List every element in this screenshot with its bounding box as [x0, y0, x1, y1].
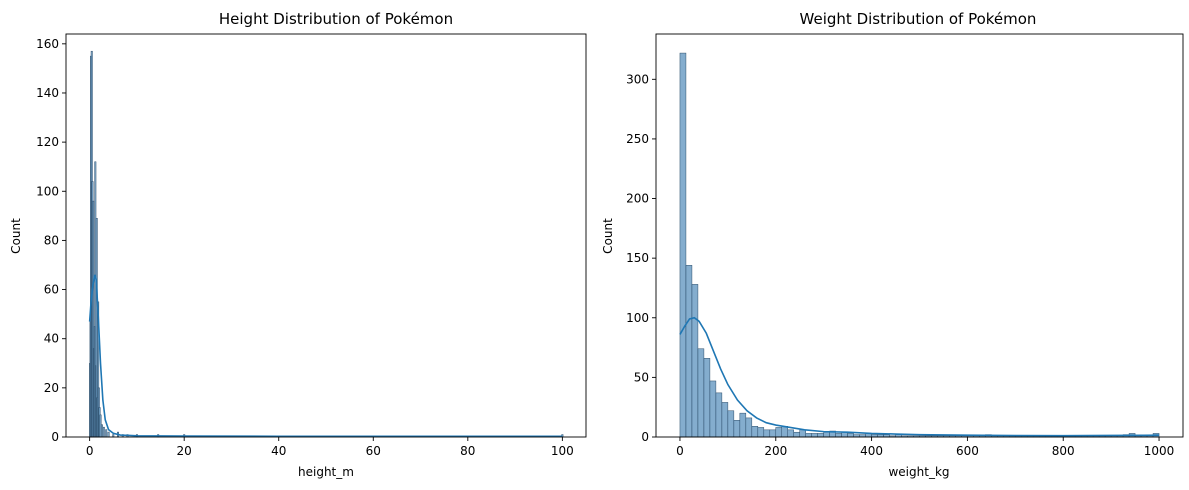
y-tick-label: 0 — [641, 430, 649, 444]
y-tick-label: 250 — [626, 132, 649, 146]
bars — [89, 50, 564, 438]
x-tick-label: 400 — [860, 444, 883, 458]
histogram-bar — [105, 429, 108, 438]
histogram-bar — [733, 420, 741, 438]
histogram-bar — [763, 429, 771, 438]
y-tick-label: 20 — [44, 381, 59, 395]
histogram-bar — [745, 417, 753, 438]
histogram-bar — [775, 427, 783, 438]
histogram-bar — [835, 433, 842, 438]
x-axis-label: weight_kg — [888, 465, 949, 479]
histogram-bar — [107, 431, 110, 438]
y-axis-label: Count — [9, 218, 23, 254]
histogram-bar — [102, 426, 105, 438]
histogram-bar — [799, 429, 806, 438]
x-axis-label: height_m — [298, 465, 354, 479]
x-tick-label: 600 — [956, 444, 979, 458]
y-tick-label: 150 — [626, 251, 649, 265]
x-tick-label: 40 — [271, 444, 286, 458]
y-tick-label: 50 — [634, 370, 649, 384]
histogram-bar — [709, 380, 717, 438]
histogram-bar — [757, 427, 765, 438]
y-tick-label: 120 — [36, 135, 59, 149]
histogram-bar — [703, 358, 711, 438]
histogram-bar — [100, 424, 103, 438]
x-tick-label: 1000 — [1144, 444, 1175, 458]
chart-title: Weight Distribution of Pokémon — [800, 10, 1037, 28]
histogram-bar — [691, 284, 699, 438]
x-ticks: 0 200 400 600 800 1000 — [676, 437, 1174, 458]
bars — [679, 52, 1160, 438]
histogram-bar — [727, 410, 735, 438]
histogram-bar — [721, 402, 729, 438]
histogram-bar — [817, 433, 824, 438]
x-tick-label: 100 — [551, 444, 574, 458]
x-tick-label: 0 — [86, 444, 94, 458]
histogram-bar — [793, 431, 800, 438]
weight-histogram-panel: Weight Distribution of Pokémon 0 200 400 60… — [601, 10, 1184, 479]
histogram-bar — [739, 412, 747, 438]
y-tick-label: 100 — [36, 184, 59, 198]
plot-frame — [655, 33, 1184, 438]
kde-curve — [88, 274, 563, 438]
histogram-bar — [751, 426, 759, 438]
histogram-bar — [685, 265, 693, 438]
histogram-bar — [805, 433, 812, 438]
y-ticks: 0 50 100 150 200 250 300 — [626, 72, 656, 444]
y-tick-label: 40 — [44, 332, 59, 346]
histogram-bar — [823, 431, 830, 438]
chart-title: Height Distribution of Pokémon — [219, 10, 453, 28]
histogram-bar — [715, 392, 723, 438]
plot-frame — [65, 33, 587, 438]
y-tick-label: 80 — [44, 233, 59, 247]
y-tick-label: 100 — [626, 311, 649, 325]
x-tick-label: 80 — [460, 444, 475, 458]
x-ticks: 0 20 40 60 80 100 — [86, 437, 574, 458]
x-tick-label: 0 — [676, 444, 684, 458]
histogram-bar — [781, 426, 789, 438]
y-tick-label: 300 — [626, 72, 649, 86]
histogram-bar — [769, 429, 777, 438]
histogram-bar — [787, 429, 794, 438]
histogram-bar — [811, 433, 818, 438]
height-histogram-panel: Height Distribution of Pokémon 0 20 40 60 80… — [9, 10, 587, 479]
y-tick-label: 200 — [626, 192, 649, 206]
x-tick-label: 200 — [764, 444, 787, 458]
histogram-bar — [697, 348, 705, 438]
y-ticks: 0 20 40 60 80 100 120 140 160 — [36, 37, 66, 444]
x-tick-label: 800 — [1052, 444, 1075, 458]
y-tick-label: 160 — [36, 37, 59, 51]
y-tick-label: 0 — [51, 430, 59, 444]
kde-curve — [679, 316, 1160, 437]
histogram-bar — [847, 433, 854, 438]
x-tick-label: 60 — [366, 444, 381, 458]
histogram-bar — [679, 52, 687, 438]
y-axis-label: Count — [601, 218, 615, 254]
y-tick-label: 140 — [36, 86, 59, 100]
y-tick-label: 60 — [44, 283, 59, 297]
x-tick-label: 20 — [177, 444, 192, 458]
